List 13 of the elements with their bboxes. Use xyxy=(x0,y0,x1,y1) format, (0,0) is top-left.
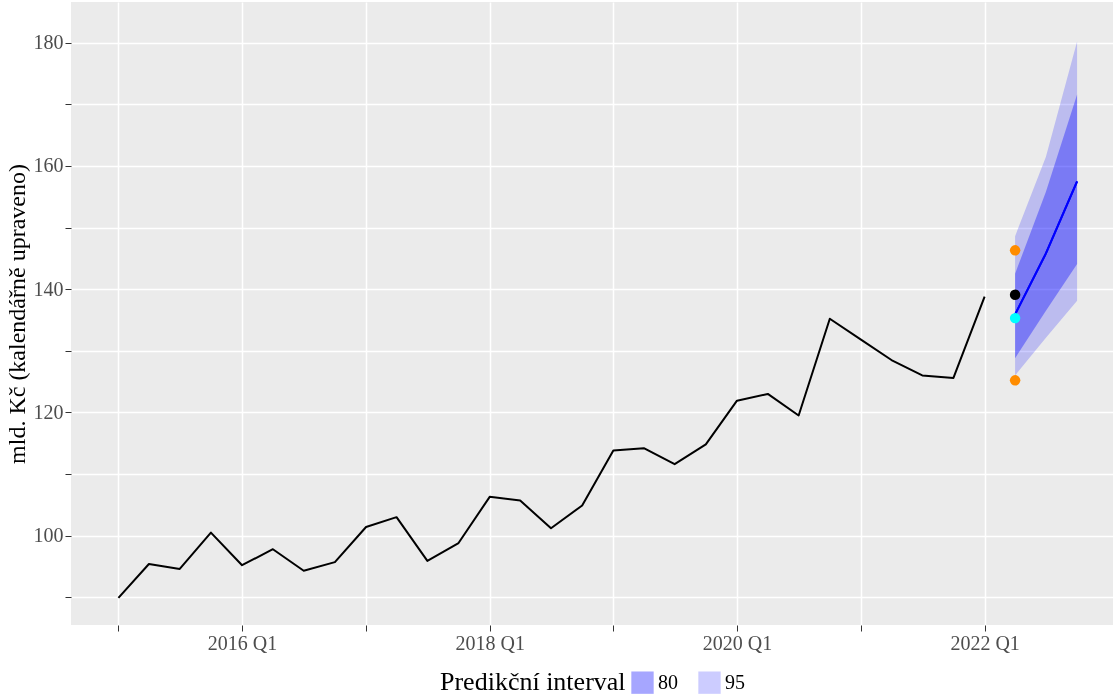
x-tick-label: 2022 Q1 xyxy=(950,631,1020,654)
y-tick-label: 180 xyxy=(33,31,64,54)
y-axis-title: mld. Kč (kalendářně upraveno) xyxy=(3,164,30,464)
x-tick-label: 2018 Q1 xyxy=(455,631,525,654)
x-tick-label: 2020 Q1 xyxy=(702,631,773,654)
y-tick-label: 160 xyxy=(33,154,64,177)
legend-label: 80 xyxy=(658,670,678,693)
y-tick-label: 140 xyxy=(33,277,64,300)
y-tick-label: 120 xyxy=(33,400,64,423)
legend-title: Predikční interval xyxy=(440,667,626,696)
legend-label: 95 xyxy=(725,670,745,693)
y-tick-label: 100 xyxy=(33,524,64,547)
x-tick-label: 2016 Q1 xyxy=(207,631,278,654)
